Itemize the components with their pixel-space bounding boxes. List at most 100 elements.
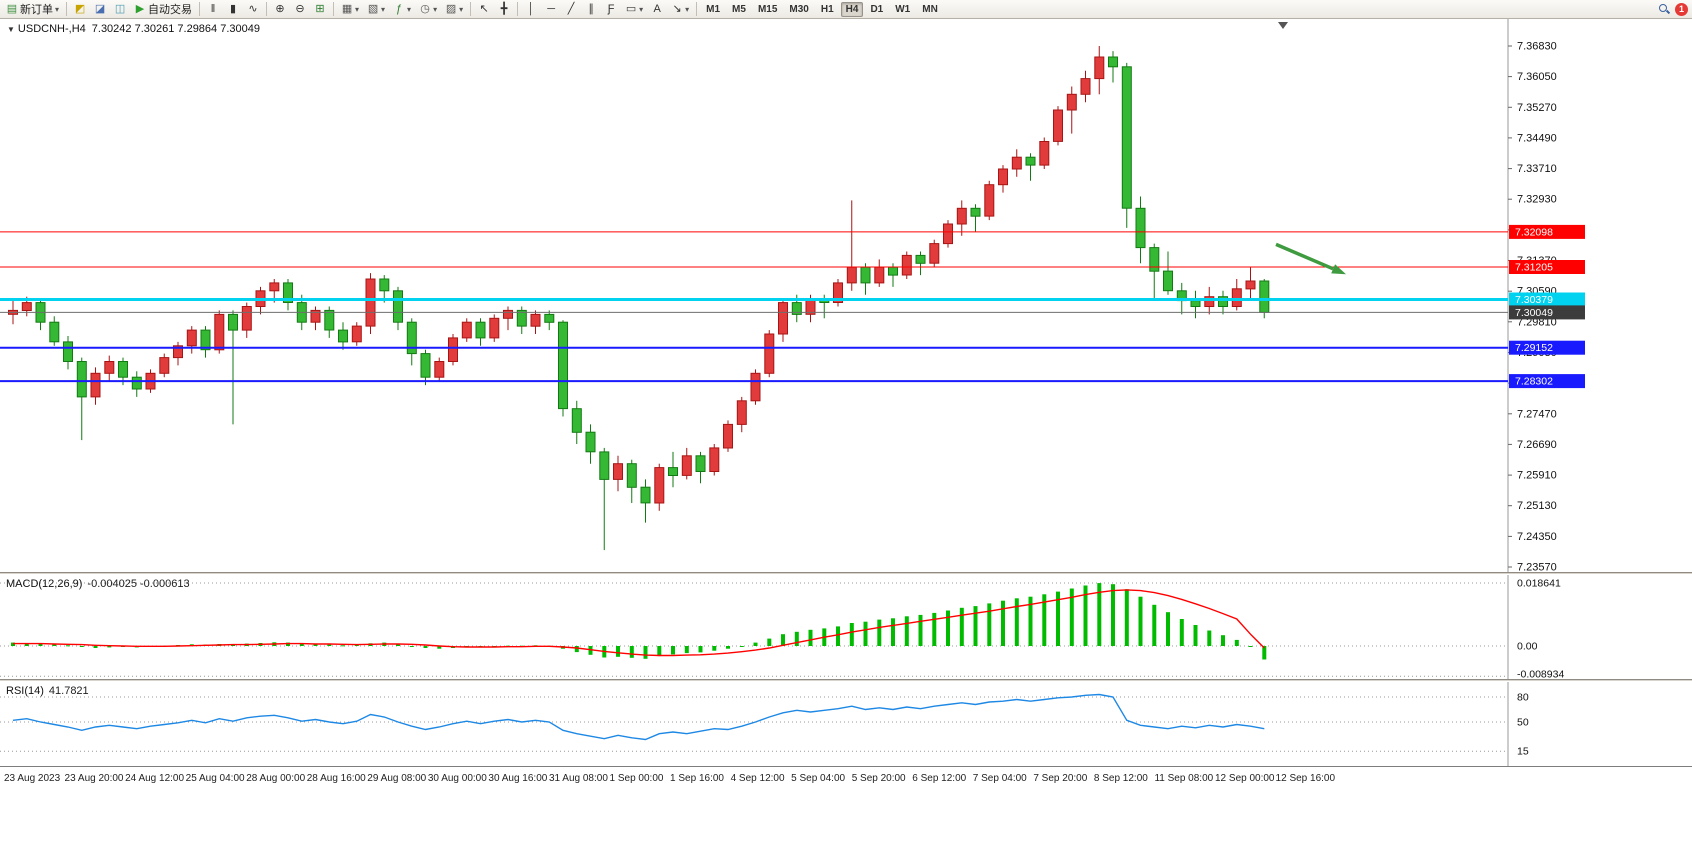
- time-label: 24 Aug 12:00: [125, 773, 185, 784]
- time-label: 5 Sep 04:00: [791, 773, 846, 784]
- periods-icon: ◷: [420, 2, 430, 15]
- rsi-canvas[interactable]: 80 50 15: [0, 682, 1692, 766]
- macd-panel[interactable]: 0.018641 0.00 -0.008934: [0, 575, 1692, 679]
- market-watch-button[interactable]: ◩: [70, 0, 90, 19]
- svg-text:7.28302: 7.28302: [1515, 376, 1553, 388]
- notification-badge[interactable]: 1: [1675, 2, 1688, 16]
- trend-arrow-annotation[interactable]: [1275, 242, 1346, 275]
- caret-down-icon: ▾: [685, 4, 690, 14]
- timeframe-w1-button[interactable]: W1: [895, 3, 911, 15]
- time-label: 11 Sep 08:00: [1154, 773, 1214, 784]
- toolbar: ▤ 新订单 ▾ ◩ ◪ ◫ ▶ 自动交易 ‖ ▮ ∿ ⊕ ⊖ ⊞ ▦ ▾ ▧ ▾ ƒ ▾ ◷ ▾ ▨ ▾ ↖ ╋ │ ─ ╱ ∥ Ƒ ▭ ▾ A ↘…: [0, 0, 1692, 19]
- svg-text:0.00: 0.00: [1517, 641, 1538, 653]
- new-chart-button[interactable]: ▦ ▾: [337, 0, 363, 19]
- profiles-icon: ▧: [367, 2, 379, 15]
- bar-chart-button[interactable]: ‖: [203, 0, 223, 19]
- macd-name: MACD(12,26,9): [6, 578, 83, 590]
- svg-text:7.30379: 7.30379: [1515, 294, 1553, 306]
- crosshair-icon: ╋: [500, 2, 508, 15]
- crosshair-button[interactable]: ╋: [494, 0, 514, 19]
- time-label: 30 Aug 16:00: [488, 773, 548, 784]
- svg-text:80: 80: [1517, 692, 1529, 704]
- svg-text:7.36050: 7.36050: [1517, 71, 1557, 83]
- shapes-icon: ▭: [625, 2, 637, 15]
- main-chart-canvas[interactable]: 7.36830 7.36050 7.35270 7.34490 7.33710 7.329…: [0, 19, 1692, 572]
- vertical-line-icon: │: [527, 2, 535, 15]
- time-label: 12 Sep 16:00: [1275, 773, 1336, 784]
- arrows-button[interactable]: ↘ ▾: [667, 0, 693, 19]
- toolbar-separator: [517, 2, 519, 16]
- fibonacci-icon: Ƒ: [607, 2, 615, 15]
- periods-button[interactable]: ◷ ▾: [415, 0, 441, 19]
- channel-button[interactable]: ∥: [581, 0, 601, 19]
- svg-text:7.34490: 7.34490: [1517, 132, 1557, 144]
- toolbar-button-group: ▤ 新订单 ▾ ◩ ◪ ◫ ▶ 自动交易 ‖ ▮ ∿ ⊕ ⊖ ⊞ ▦ ▾ ▧ ▾ ƒ ▾ ◷ ▾ ▨ ▾ ↖ ╋ │ ─ ╱ ∥ Ƒ ▭ ▾ A ↘…: [2, 0, 700, 18]
- timeframe-h1-button[interactable]: H1: [820, 3, 834, 15]
- svg-text:7.35270: 7.35270: [1517, 102, 1557, 114]
- timeframe-m5-button[interactable]: M5: [732, 3, 746, 15]
- timeframe-h4-button[interactable]: H4: [840, 1, 864, 17]
- terminal-icon: ◫: [114, 2, 126, 15]
- chart-symbol-line: ▼ USDCNH-,H4 7.30242 7.30261 7.29864 7.300…: [7, 23, 260, 35]
- main-price-chart[interactable]: 7.36830 7.36050 7.35270 7.34490 7.33710 7.329…: [0, 19, 1692, 572]
- macd-values: -0.004025 -0.000613: [87, 578, 190, 590]
- bar-chart-icon: ‖: [210, 2, 216, 15]
- toolbar-right-group: 1: [1657, 2, 1690, 16]
- rsi-panel[interactable]: 80 50 15: [0, 682, 1692, 766]
- auto-trading-button-label: 自动交易: [148, 4, 193, 16]
- indicators-button[interactable]: ƒ ▾: [389, 0, 415, 19]
- svg-text:7.23570: 7.23570: [1517, 562, 1557, 573]
- rsi-line: [12, 693, 1265, 741]
- macd-signal-line: [13, 589, 1265, 657]
- new-order-button[interactable]: ▤ 新订单 ▾: [2, 0, 63, 19]
- data-window-button[interactable]: ◪: [90, 0, 110, 19]
- time-label: 4 Sep 12:00: [730, 773, 785, 784]
- templates-button[interactable]: ▨ ▾: [441, 0, 467, 19]
- zoom-out-button[interactable]: ⊖: [290, 0, 310, 19]
- trendline-button[interactable]: ╱: [561, 0, 581, 19]
- macd-canvas[interactable]: 0.018641 0.00 -0.008934: [0, 575, 1692, 679]
- time-label: 5 Sep 20:00: [851, 773, 906, 784]
- caret-down-icon: ▾: [407, 4, 412, 14]
- data-window-icon: ◪: [94, 2, 106, 15]
- candles: [8, 46, 1270, 551]
- svg-text:7.32930: 7.32930: [1517, 194, 1557, 206]
- indicators-icon: ƒ: [395, 2, 403, 15]
- market-watch-icon: ◩: [74, 2, 86, 15]
- cursor-button[interactable]: ↖: [474, 0, 494, 19]
- text-button[interactable]: A: [647, 0, 667, 19]
- vertical-line-button[interactable]: │: [521, 0, 541, 19]
- horizontal-line-icon: ─: [547, 2, 555, 15]
- profiles-button[interactable]: ▧ ▾: [363, 0, 389, 19]
- timeframe-m30-button[interactable]: M30: [789, 3, 809, 15]
- time-label: 30 Aug 00:00: [427, 773, 487, 784]
- search-icon[interactable]: [1657, 2, 1671, 16]
- timeframe-d1-button[interactable]: D1: [870, 3, 884, 15]
- toolbar-separator: [66, 2, 68, 16]
- candlestick-chart-button[interactable]: ▮: [223, 0, 243, 19]
- chart-menu-icon[interactable]: ▼: [7, 25, 15, 34]
- macd-histogram: [11, 583, 1267, 660]
- timeframe-m15-button[interactable]: M15: [757, 3, 778, 15]
- shapes-button[interactable]: ▭ ▾: [621, 0, 647, 19]
- text-icon: A: [653, 2, 661, 15]
- svg-text:15: 15: [1517, 746, 1529, 758]
- tile-windows-button[interactable]: ⊞: [310, 0, 330, 19]
- panel-divider-main-macd[interactable]: [0, 572, 1692, 575]
- macd-axis: 0.018641 0.00 -0.008934: [1517, 578, 1564, 680]
- timeframe-m1-button[interactable]: M1: [706, 3, 721, 15]
- terminal-button[interactable]: ◫: [110, 0, 130, 19]
- panel-divider-macd-rsi[interactable]: [0, 679, 1692, 682]
- line-chart-button[interactable]: ∿: [243, 0, 263, 19]
- svg-text:7.36830: 7.36830: [1517, 41, 1557, 53]
- auto-trading-button[interactable]: ▶ 自动交易: [130, 0, 196, 19]
- time-label: 25 Aug 04:00: [185, 773, 245, 784]
- timeframe-mn-button[interactable]: MN: [922, 3, 938, 15]
- rsi-value: 41.7821: [48, 685, 89, 697]
- horizontal-line-button[interactable]: ─: [541, 0, 561, 19]
- zoom-in-button[interactable]: ⊕: [270, 0, 290, 19]
- rsi-indicator-label: RSI(14) 41.7821: [6, 685, 89, 697]
- fibonacci-button[interactable]: Ƒ: [601, 0, 621, 19]
- chart-shift-marker[interactable]: [1278, 22, 1288, 29]
